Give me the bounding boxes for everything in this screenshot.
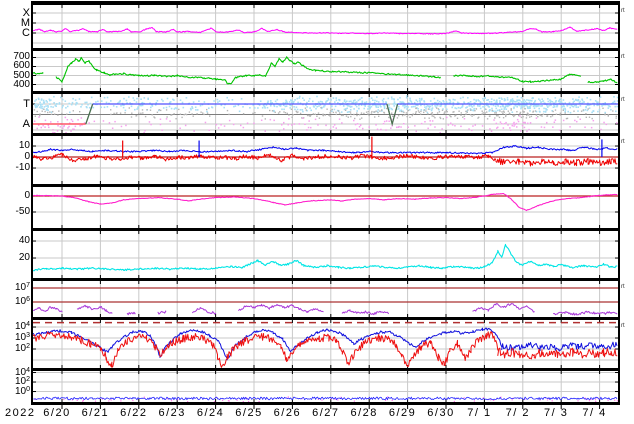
x-axis-tick-label: 6/26 [273, 407, 302, 419]
x-axis-tick-label: 6/22 [120, 407, 148, 419]
year-label: 2022 [5, 407, 36, 419]
y-axis-tick-label: -10 [15, 162, 30, 174]
y-axis-tick-label: X [22, 7, 30, 19]
x-axis-tick-label: 6/30 [427, 407, 455, 419]
x-axis-tick-label: 7/ 1 [467, 407, 492, 419]
y-axis-tick-label: A [22, 118, 30, 130]
right-panel-label: rt [621, 284, 625, 290]
y-axis-tick-label: 104 [14, 321, 30, 333]
y-axis-tick-label: M [20, 17, 30, 29]
x-axis-tick-label: 6/20 [43, 407, 71, 419]
y-axis-tick-label: 104 [14, 366, 30, 378]
right-panel-label: rt [621, 323, 625, 329]
right-panel-label: rt [621, 139, 625, 145]
y-axis-tick-label: 400 [13, 78, 30, 90]
x-axis-tick-label: 6/21 [81, 407, 110, 419]
y-axis-tick-label: 106 [14, 296, 30, 307]
y-axis-tick-label: -50 [15, 205, 30, 217]
y-axis-tick-label: 102 [14, 376, 30, 388]
y-axis-tick-label: 600 [13, 60, 30, 72]
x-axis-tick-label: 6/24 [196, 407, 225, 419]
x-axis-tick-label: 7/ 3 [544, 407, 569, 419]
x-axis-tick-label: 7/ 4 [582, 407, 607, 419]
x-axis-tick-label: 6/25 [235, 407, 263, 419]
x-axis-tick-label: 7/ 2 [505, 407, 530, 419]
x-axis-tick-label: 6/28 [350, 407, 378, 419]
y-axis-tick-label: 700 [13, 51, 30, 63]
y-axis-tick-label: 100 [14, 385, 30, 397]
y-axis-tick-label: 20 [18, 252, 30, 264]
y-axis-tick-label: 0 [24, 189, 30, 201]
x-axis-tick-label: 6/27 [312, 407, 340, 419]
y-axis-tick-label: 500 [13, 69, 30, 81]
y-axis-tick-label: 40 [18, 235, 30, 247]
y-axis-tick-label: C [22, 27, 30, 39]
right-panel-label: rt [621, 97, 625, 103]
right-panel-label: rt [621, 54, 625, 60]
y-axis-tick-label: 102 [14, 342, 30, 354]
y-axis-tick-label: 0 [24, 151, 30, 163]
y-axis-tick-label: 107 [14, 282, 30, 293]
x-axis-tick-label: 6/23 [158, 407, 186, 419]
x-axis-tick-label: 6/29 [388, 407, 417, 419]
y-axis-tick-label: 10 [18, 140, 30, 152]
y-axis-tick-label: T [23, 98, 30, 110]
y-axis-tick-label: 103 [14, 332, 30, 343]
right-panel-label: rt [621, 8, 625, 14]
